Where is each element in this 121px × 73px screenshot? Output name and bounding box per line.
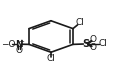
Text: −O: −O [1,39,16,49]
Text: +: + [18,39,24,45]
Text: Cl: Cl [46,54,55,63]
Text: N: N [15,39,23,49]
Text: O: O [89,43,96,52]
Text: O: O [89,35,96,44]
Text: S: S [83,39,90,49]
Text: O: O [16,46,23,55]
Text: Cl: Cl [76,18,84,27]
Text: Cl: Cl [98,39,107,48]
